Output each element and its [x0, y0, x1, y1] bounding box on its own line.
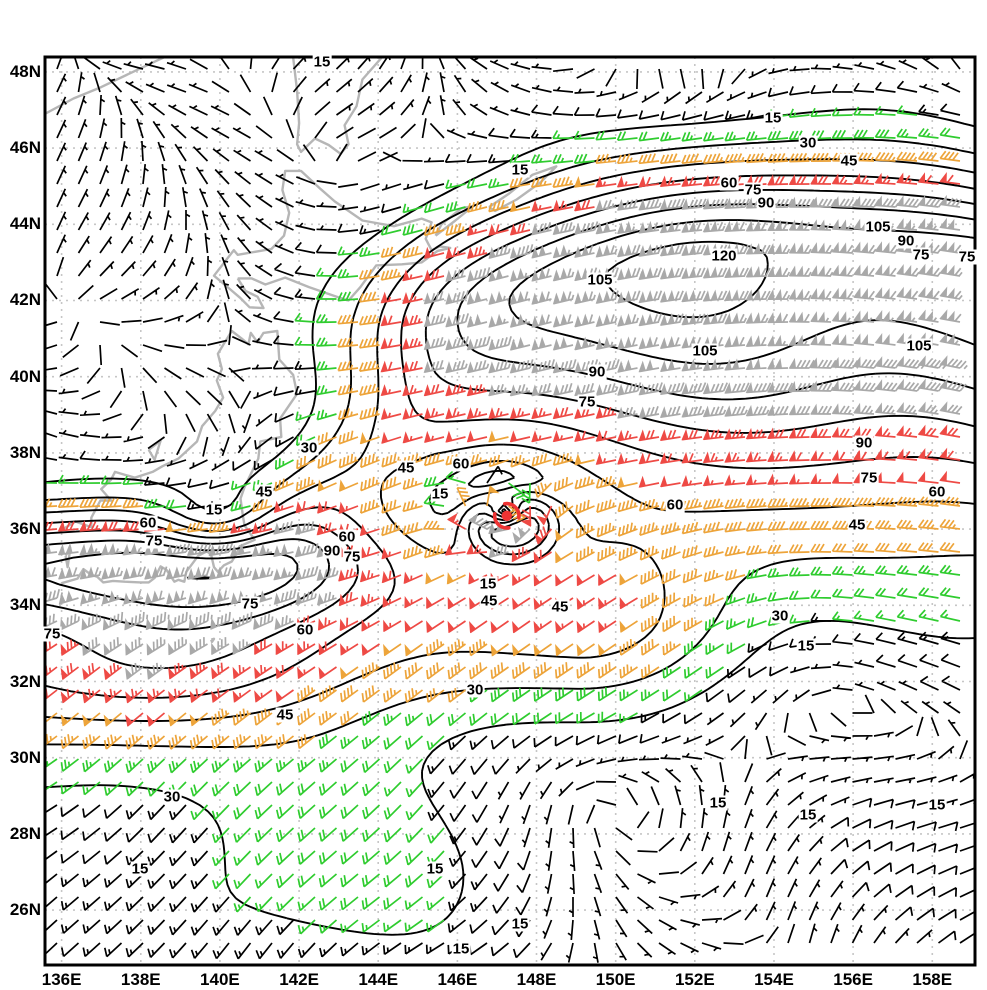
- contour-label: 15: [510, 915, 530, 933]
- contour-label: 15: [796, 637, 816, 655]
- contour-label: 60: [451, 455, 471, 473]
- contour-label: 120: [710, 247, 738, 265]
- contour-label: 60: [295, 621, 315, 639]
- lon-tick-label-146E: 146E: [437, 970, 478, 989]
- lon-tick-label-150E: 150E: [595, 970, 636, 989]
- contour-label: 75: [577, 393, 597, 411]
- contour-label: 105: [586, 271, 614, 289]
- contour-label: 15: [204, 501, 224, 519]
- lon-tick-label-154E: 154E: [754, 970, 794, 989]
- contour-label: 30: [162, 788, 182, 806]
- contour-label: 60: [665, 496, 685, 514]
- contour-label: 90: [896, 232, 916, 250]
- lon-tick-label-140E: 140E: [200, 970, 240, 989]
- contour-label: 45: [254, 483, 274, 501]
- lat-tick-label-30N: 30N: [9, 747, 41, 767]
- contour-label: 75: [240, 595, 260, 613]
- lat-tick-label-44N: 44N: [9, 214, 41, 234]
- contour-label: 30: [465, 681, 485, 699]
- contour-label: 60: [719, 174, 739, 192]
- contour-label: 90: [322, 542, 342, 560]
- lat-tick-label-40N: 40N: [9, 366, 41, 386]
- contour-label: 30: [770, 607, 790, 625]
- lon-tick-label-136E: 136E: [41, 970, 82, 989]
- lon-tick-label-142E: 142E: [279, 970, 319, 989]
- contour-label: 45: [396, 459, 416, 477]
- lat-tick-label-26N: 26N: [9, 900, 41, 920]
- lon-tick-label-148E: 148E: [516, 970, 557, 989]
- contour-label: 75: [859, 469, 879, 487]
- contour-label: 15: [451, 940, 471, 958]
- contour-label: 75: [144, 532, 164, 550]
- contour-label: 15: [312, 53, 332, 71]
- lon-tick-label-158E: 158E: [912, 970, 953, 989]
- lat-tick-label-38N: 38N: [9, 442, 41, 462]
- lon-tick-label-144E: 144E: [358, 970, 399, 989]
- lat-tick-label-32N: 32N: [9, 671, 41, 691]
- contour-label: 15: [927, 796, 947, 814]
- contour-label: 45: [550, 598, 570, 616]
- contour-label: 75: [911, 246, 931, 264]
- wind-barb-layer: [45, 57, 975, 963]
- wind-barbs-50-75kt: [45, 171, 961, 727]
- contour-label: 75: [42, 625, 62, 643]
- contour-label: 105: [691, 342, 719, 360]
- lat-tick-label-46N: 46N: [9, 138, 41, 158]
- lon-tick-label-152E: 152E: [674, 970, 715, 989]
- map-frame: [43, 55, 977, 967]
- contour-label: 90: [854, 434, 874, 452]
- contour-label: 105: [905, 337, 933, 355]
- contour-label: 75: [743, 181, 763, 199]
- contour-label: 90: [587, 363, 607, 381]
- contour-label: 15: [763, 109, 783, 127]
- contour-label: 60: [138, 514, 158, 532]
- lat-tick-label-28N: 28N: [9, 823, 41, 843]
- lat-tick-label-34N: 34N: [9, 595, 41, 615]
- lat-tick-label-36N: 36N: [9, 519, 41, 539]
- contour-label: 60: [927, 483, 947, 501]
- lon-tick-label-138E: 138E: [120, 970, 161, 989]
- contour-label: 45: [275, 706, 295, 724]
- lon-tick-label-156E: 156E: [833, 970, 873, 989]
- wind-barbs-75kt-plus: [45, 194, 968, 680]
- contour-label: 15: [510, 161, 530, 179]
- tropical-cyclone-symbol: [492, 501, 521, 530]
- contour-label: 75: [342, 548, 362, 566]
- contour-label: 15: [798, 806, 818, 824]
- contour-label: 45: [839, 152, 859, 170]
- contour-label: 45: [847, 516, 867, 534]
- contour-label: 90: [756, 194, 776, 212]
- contour-label: 105: [864, 218, 892, 236]
- lat-tick-label-42N: 42N: [9, 290, 41, 310]
- lat-tick-label-48N: 48N: [9, 61, 41, 81]
- contour-label: 60: [337, 528, 357, 546]
- contour-label: 15: [130, 860, 150, 878]
- contour-label: 15: [708, 794, 728, 812]
- contour-label: 75: [957, 248, 977, 266]
- contour-label: 30: [798, 134, 818, 152]
- contour-label: 45: [479, 592, 499, 610]
- contour-label: 15: [425, 860, 445, 878]
- wind-barbs-below-15kt: [45, 57, 975, 963]
- contour-label: 15: [430, 485, 450, 503]
- contour-label: 15: [478, 575, 498, 593]
- contour-label: 30: [299, 439, 319, 457]
- wind-barbs-30-50kt: [45, 150, 961, 750]
